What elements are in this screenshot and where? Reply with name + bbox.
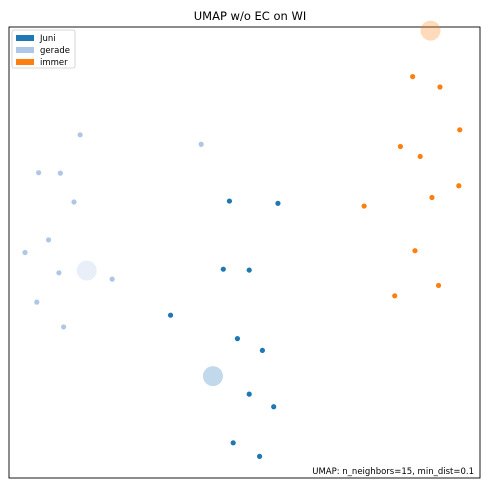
point-immer-2: [457, 127, 463, 133]
point-immer-7: [361, 203, 367, 209]
point-gerade-4: [71, 199, 77, 205]
legend: Juni gerade immer: [11, 29, 76, 69]
centroid-gerade: [76, 260, 97, 281]
point-juni-1: [275, 200, 281, 206]
chart-title: UMAP w/o EC on WI: [194, 9, 306, 23]
legend-swatch-immer: [16, 59, 34, 65]
point-juni-0: [226, 198, 233, 204]
legend-label-immer: immer: [40, 58, 68, 68]
point-juni-10: [256, 453, 263, 459]
centroid-immer: [420, 20, 441, 41]
point-immer-3: [397, 143, 404, 150]
point-juni-3: [246, 267, 252, 273]
point-gerade-1: [198, 141, 204, 147]
point-immer-5: [456, 183, 462, 189]
point-juni-2: [220, 266, 226, 272]
legend-swatch-gerade: [16, 47, 34, 53]
point-juni-6: [259, 347, 265, 353]
legend-swatch-juni: [16, 35, 34, 41]
point-immer-9: [435, 282, 442, 289]
point-gerade-5: [45, 237, 52, 243]
point-gerade-2: [36, 170, 42, 176]
points-layer: [22, 74, 463, 459]
legend-label-juni: Juni: [39, 34, 56, 44]
point-immer-6: [429, 194, 435, 201]
point-gerade-6: [22, 249, 28, 256]
point-juni-7: [246, 391, 252, 397]
point-immer-4: [417, 153, 423, 160]
legend-label-gerade: gerade: [40, 46, 70, 56]
point-immer-0: [410, 74, 416, 80]
centroid-juni: [202, 366, 223, 387]
point-juni-8: [271, 404, 277, 410]
point-gerade-8: [109, 276, 115, 282]
point-immer-10: [392, 293, 398, 299]
point-gerade-0: [77, 132, 83, 138]
point-gerade-3: [57, 170, 63, 176]
umap-parameters-annotation: UMAP: n_neighbors=15, min_dist=0.1: [312, 467, 474, 477]
point-gerade-10: [61, 324, 67, 330]
point-gerade-7: [56, 270, 62, 276]
plot-area-frame: [8, 26, 481, 479]
point-immer-1: [437, 84, 443, 90]
point-gerade-9: [34, 299, 40, 305]
point-juni-9: [230, 440, 236, 446]
point-juni-5: [234, 336, 241, 342]
point-immer-8: [412, 248, 418, 254]
point-juni-4: [167, 312, 174, 318]
centroid-layer: [76, 20, 441, 387]
